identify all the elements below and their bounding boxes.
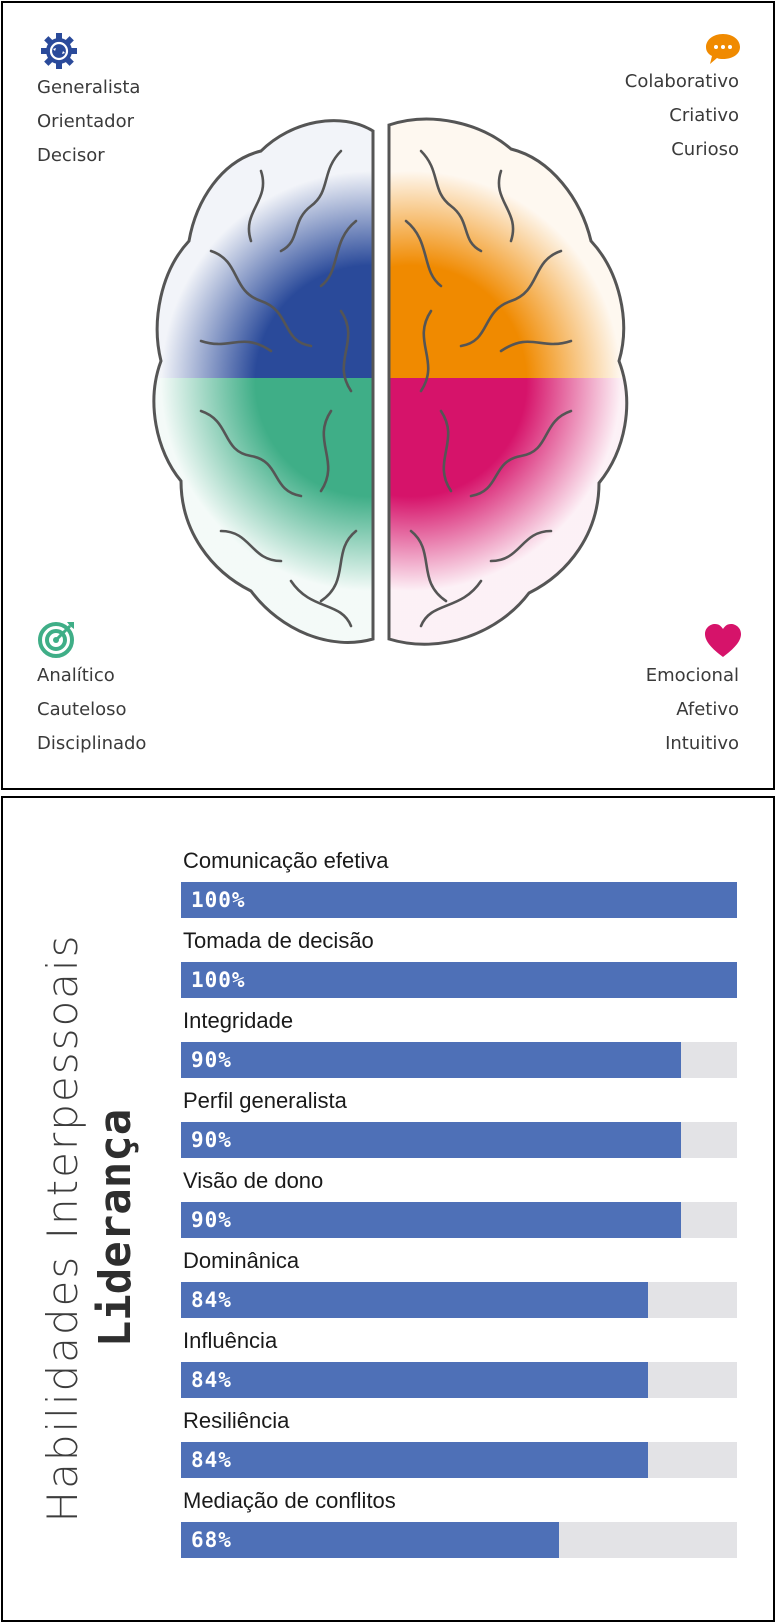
bar bbox=[181, 1522, 559, 1558]
bar-row: Tomada de decisão 100% bbox=[181, 928, 739, 1008]
bar-track: 100% bbox=[181, 882, 737, 918]
bar-track: 68% bbox=[181, 1522, 737, 1558]
trait-analitico: Analítico bbox=[37, 665, 115, 686]
bar-row: Resiliência 84% bbox=[181, 1408, 739, 1488]
speech-bubble-icon bbox=[706, 34, 740, 64]
bar bbox=[181, 962, 737, 998]
trait-disciplinado: Disciplinado bbox=[37, 733, 147, 754]
bar bbox=[181, 1362, 648, 1398]
bar-category-label: Visão de dono bbox=[183, 1168, 324, 1193]
trait-afetivo: Afetivo bbox=[676, 699, 739, 720]
bar-category-label: Integridade bbox=[183, 1008, 294, 1033]
bar bbox=[181, 882, 737, 918]
bar bbox=[181, 1042, 681, 1078]
bar-value-label: 84% bbox=[191, 1448, 232, 1472]
bar-category-label: Comunicação efetiva bbox=[183, 848, 389, 873]
chart-title: Habilidades Interpessoais bbox=[38, 933, 87, 1523]
trait-emocional: Emocional bbox=[645, 665, 739, 686]
traits-top-right: Colaborativo Criativo Curioso bbox=[625, 65, 739, 167]
bar-row: Visão de dono 90% bbox=[181, 1168, 739, 1248]
bar-track: 100% bbox=[181, 962, 737, 998]
bar-row: Dominânica 84% bbox=[181, 1248, 739, 1328]
traits-top-left: Generalista Orientador Decisor bbox=[37, 71, 140, 173]
bar-track: 84% bbox=[181, 1282, 737, 1318]
bar-track: 84% bbox=[181, 1442, 737, 1478]
bar-track: 90% bbox=[181, 1202, 737, 1238]
trait-intuitivo: Intuitivo bbox=[665, 733, 739, 754]
bar-track: 84% bbox=[181, 1362, 737, 1398]
bar-row: Comunicação efetiva 100% bbox=[181, 848, 739, 928]
bar-category-label: Tomada de decisão bbox=[183, 928, 374, 953]
chart-subtitle: Liderança bbox=[90, 1108, 141, 1348]
bar-category-label: Perfil generalista bbox=[183, 1088, 347, 1113]
bar-row: Perfil generalista 90% bbox=[181, 1088, 739, 1168]
bar-track: 90% bbox=[181, 1042, 737, 1078]
chart-title-block: Habilidades Interpessoais Liderança bbox=[37, 858, 157, 1598]
bar-value-label: 84% bbox=[191, 1288, 232, 1312]
trait-cauteloso: Cauteloso bbox=[37, 699, 127, 720]
gear-cycle-icon bbox=[41, 33, 77, 69]
bar-row: Influência 84% bbox=[181, 1328, 739, 1408]
bar-track: 90% bbox=[181, 1122, 737, 1158]
bar-category-label: Resiliência bbox=[183, 1408, 290, 1433]
bar-category-label: Dominânica bbox=[183, 1248, 300, 1273]
bar bbox=[181, 1122, 681, 1158]
bar-value-label: 90% bbox=[191, 1128, 232, 1152]
bar-value-label: 90% bbox=[191, 1048, 232, 1072]
skills-panel: Habilidades Interpessoais Liderança Comu… bbox=[1, 796, 775, 1622]
brain-panel: Generalista Orientador Decisor Colaborat… bbox=[1, 1, 775, 790]
trait-curioso: Curioso bbox=[671, 139, 739, 160]
traits-bottom-left: Analítico Cauteloso Disciplinado bbox=[37, 659, 146, 761]
bar bbox=[181, 1442, 648, 1478]
bar-value-label: 100% bbox=[191, 888, 246, 912]
bar-value-label: 68% bbox=[191, 1528, 232, 1552]
bar-row: Mediação de conflitos 68% bbox=[181, 1488, 739, 1568]
bar-value-label: 90% bbox=[191, 1208, 232, 1232]
target-icon bbox=[38, 622, 74, 658]
bar-category-label: Influência bbox=[183, 1328, 278, 1353]
bar-value-label: 84% bbox=[191, 1368, 232, 1392]
bar-value-label: 100% bbox=[191, 968, 246, 992]
brain-illustration bbox=[152, 117, 629, 646]
trait-colaborativo: Colaborativo bbox=[624, 71, 739, 92]
bar-row: Integridade 90% bbox=[181, 1008, 739, 1088]
trait-criativo: Criativo bbox=[669, 105, 739, 126]
trait-generalista: Generalista bbox=[37, 77, 141, 98]
bar bbox=[181, 1282, 648, 1318]
bar bbox=[181, 1202, 681, 1238]
traits-bottom-right: Emocional Afetivo Intuitivo bbox=[646, 659, 739, 761]
trait-decisor: Decisor bbox=[37, 145, 105, 166]
bar-category-label: Mediação de conflitos bbox=[183, 1488, 396, 1513]
trait-orientador: Orientador bbox=[37, 111, 134, 132]
heart-icon bbox=[705, 624, 741, 657]
